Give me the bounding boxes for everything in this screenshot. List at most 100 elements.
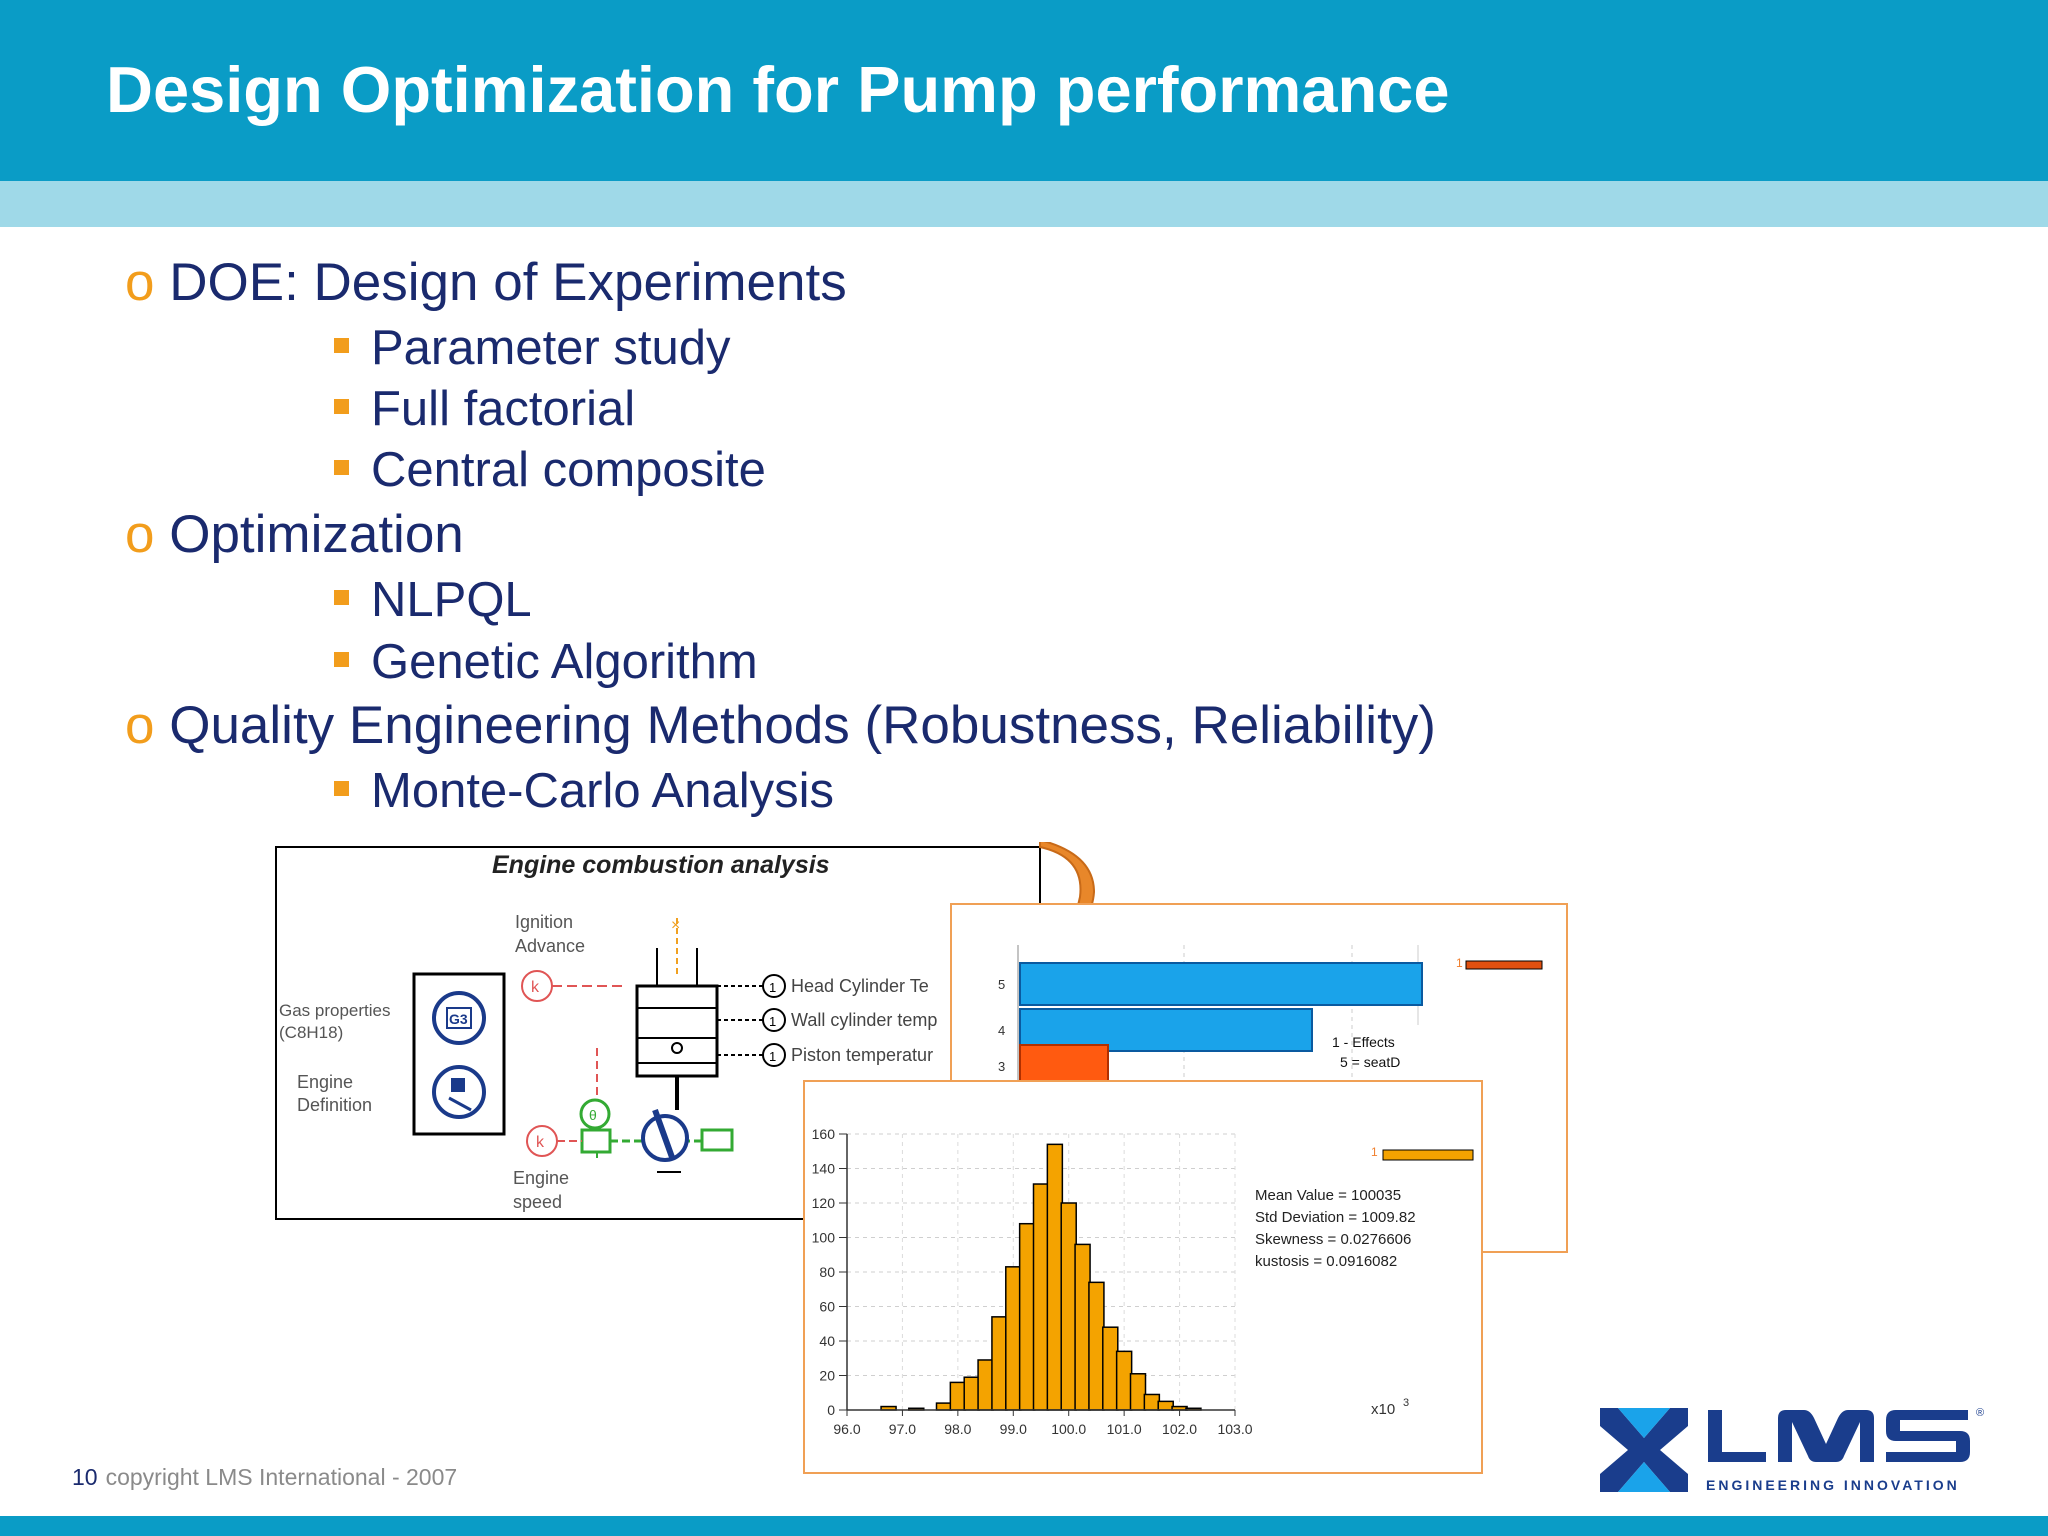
histogram-bar [963, 1376, 980, 1411]
histogram-legend-label: 1 [1371, 1145, 1378, 1159]
engine-diagram-panel: Engine combustion analysis Ignition Adva… [275, 846, 1041, 1220]
output-label: Piston temperatur [791, 1045, 933, 1065]
sub-bullet: Parameter study [334, 320, 731, 376]
sub-bullet-text: Central composite [371, 443, 766, 497]
stat-line: Std Deviation = 1009.82 [1255, 1209, 1416, 1226]
effect-bar [1019, 1044, 1109, 1086]
histogram-bar [1157, 1400, 1174, 1411]
sub-bullet: Genetic Algorithm [334, 634, 758, 690]
temperature-sensor-icon [762, 974, 786, 998]
bullet-text: DOE: Design of Experiments [169, 253, 847, 312]
y-tick-label: 80 [819, 1264, 835, 1280]
sub-bullet-text: NLPQL [371, 573, 532, 627]
square-bullet-icon [334, 589, 349, 605]
square-bullet-icon [334, 337, 349, 353]
histogram-bar [935, 1402, 953, 1411]
y-tick-label: 0 [827, 1402, 835, 1418]
footer-band [0, 1516, 2048, 1536]
title-bar: Design Optimization for Pump performance [0, 0, 2048, 181]
output-label: Head Cylinder Te [791, 976, 929, 996]
bullet-text: Quality Engineering Methods (Robustness,… [169, 696, 1436, 755]
bullet-marker: o [125, 696, 155, 755]
histogram-bar [1018, 1222, 1036, 1411]
sub-bullet-text: Monte-Carlo Analysis [371, 764, 834, 818]
sub-bullet: Central composite [334, 442, 766, 498]
histogram-bar [1060, 1202, 1077, 1411]
y-tick-label: 140 [812, 1161, 836, 1177]
histogram-bar [1032, 1183, 1050, 1411]
x-tick-label: 100.0 [1051, 1421, 1086, 1437]
stat-line: kustosis = 0.0916082 [1255, 1253, 1397, 1270]
svg-text:1: 1 [1456, 956, 1463, 970]
footer-copyright: 10 copyright LMS International - 2007 [72, 1464, 457, 1491]
ignition-label: Ignition [515, 912, 573, 932]
bullet-marker: o [125, 253, 155, 312]
histogram-bar [1143, 1393, 1161, 1411]
histogram-bar [1088, 1281, 1105, 1411]
effect-legend-swatch [1465, 960, 1543, 970]
y-tick-label: 100 [812, 1230, 836, 1246]
histogram-bar [1115, 1350, 1133, 1411]
histogram-bar [991, 1316, 1008, 1411]
slide-title: Design Optimization for Pump performance [106, 53, 1450, 126]
x-tick-label: 98.0 [944, 1421, 971, 1437]
histogram-legend-swatch [1382, 1149, 1474, 1161]
x-multiplier-exponent: 3 [1403, 1397, 1409, 1409]
gas-properties-label: (C8H18) [279, 1023, 343, 1042]
y-tick-label: 20 [819, 1368, 835, 1384]
engine-speed-label: speed [513, 1192, 562, 1212]
y-tick-label: 60 [819, 1299, 835, 1315]
svg-text:1: 1 [769, 1049, 776, 1064]
theta-sensor-icon [579, 1098, 611, 1130]
engine-diagram-title: Engine combustion analysis [492, 851, 830, 879]
histogram-bar [949, 1381, 967, 1411]
svg-text:×: × [671, 917, 680, 934]
engine-definition-label: Engine [297, 1072, 353, 1092]
page-number: 10 [72, 1464, 98, 1490]
x-tick-label: 103.0 [1217, 1421, 1252, 1437]
engine-definition-label: Definition [297, 1095, 372, 1115]
bullet-doe: o DOE: Design of Experiments [125, 252, 847, 313]
y-tick-label: 40 [819, 1333, 835, 1349]
svg-text:k: k [531, 979, 540, 996]
effect-row-label: 4 [998, 1023, 1005, 1038]
histogram-bar [1102, 1326, 1119, 1411]
effect-row-label: 3 [998, 1059, 1005, 1074]
stat-line: Mean Value = 100035 [1255, 1187, 1401, 1204]
sub-bullet-text: Parameter study [371, 321, 731, 375]
bullet-marker: o [125, 505, 155, 564]
svg-text:®: ® [1976, 1407, 1984, 1419]
y-tick-label: 120 [812, 1195, 836, 1211]
x-tick-label: 97.0 [889, 1421, 916, 1437]
x-tick-label: 96.0 [833, 1421, 860, 1437]
logo-tagline: ENGINEERING INNOVATION [1706, 1477, 1960, 1493]
x-tick-label: 102.0 [1162, 1421, 1197, 1437]
lms-logo: ® ENGINEERING INNOVATION [1598, 1400, 1998, 1500]
sub-bullet: Monte-Carlo Analysis [334, 763, 834, 819]
cylinder-icon [635, 984, 719, 1078]
effect-row-label: 5 [998, 977, 1005, 992]
effect-bar [1019, 962, 1423, 1006]
engine-speed-label: Engine [513, 1168, 569, 1188]
x-tick-label: 99.0 [1000, 1421, 1027, 1437]
histogram-bar [1005, 1266, 1022, 1411]
bullet-text: Optimization [169, 505, 464, 564]
sub-bullet-text: Genetic Algorithm [371, 635, 758, 689]
histogram-bar [977, 1359, 994, 1411]
y-tick-label: 160 [812, 1126, 836, 1142]
effect-legend: 1 - Effects [1332, 1034, 1395, 1050]
gas-properties-label: Gas properties [279, 1001, 391, 1020]
effect-legend: 5 = seatD [1340, 1054, 1400, 1070]
x-tick-label: 101.0 [1107, 1421, 1142, 1437]
square-bullet-icon [334, 459, 349, 475]
stat-line: Skewness = 0.0276606 [1255, 1231, 1411, 1248]
sub-bullet: NLPQL [334, 572, 532, 628]
copyright-text: copyright LMS International - 2007 [105, 1464, 458, 1490]
lms-logo-icon [1600, 1408, 1688, 1492]
histogram-panel: 0 20 40 60 80 100 120 140 160 96.0 97.0 98.0 99.0 100… [803, 1080, 1483, 1474]
histogram-bar [1074, 1243, 1091, 1411]
output-label: Wall cylinder temp [791, 1010, 937, 1030]
x-multiplier: x10 [1371, 1401, 1395, 1418]
title-accent-band [0, 181, 2048, 227]
svg-text:1: 1 [769, 980, 776, 995]
